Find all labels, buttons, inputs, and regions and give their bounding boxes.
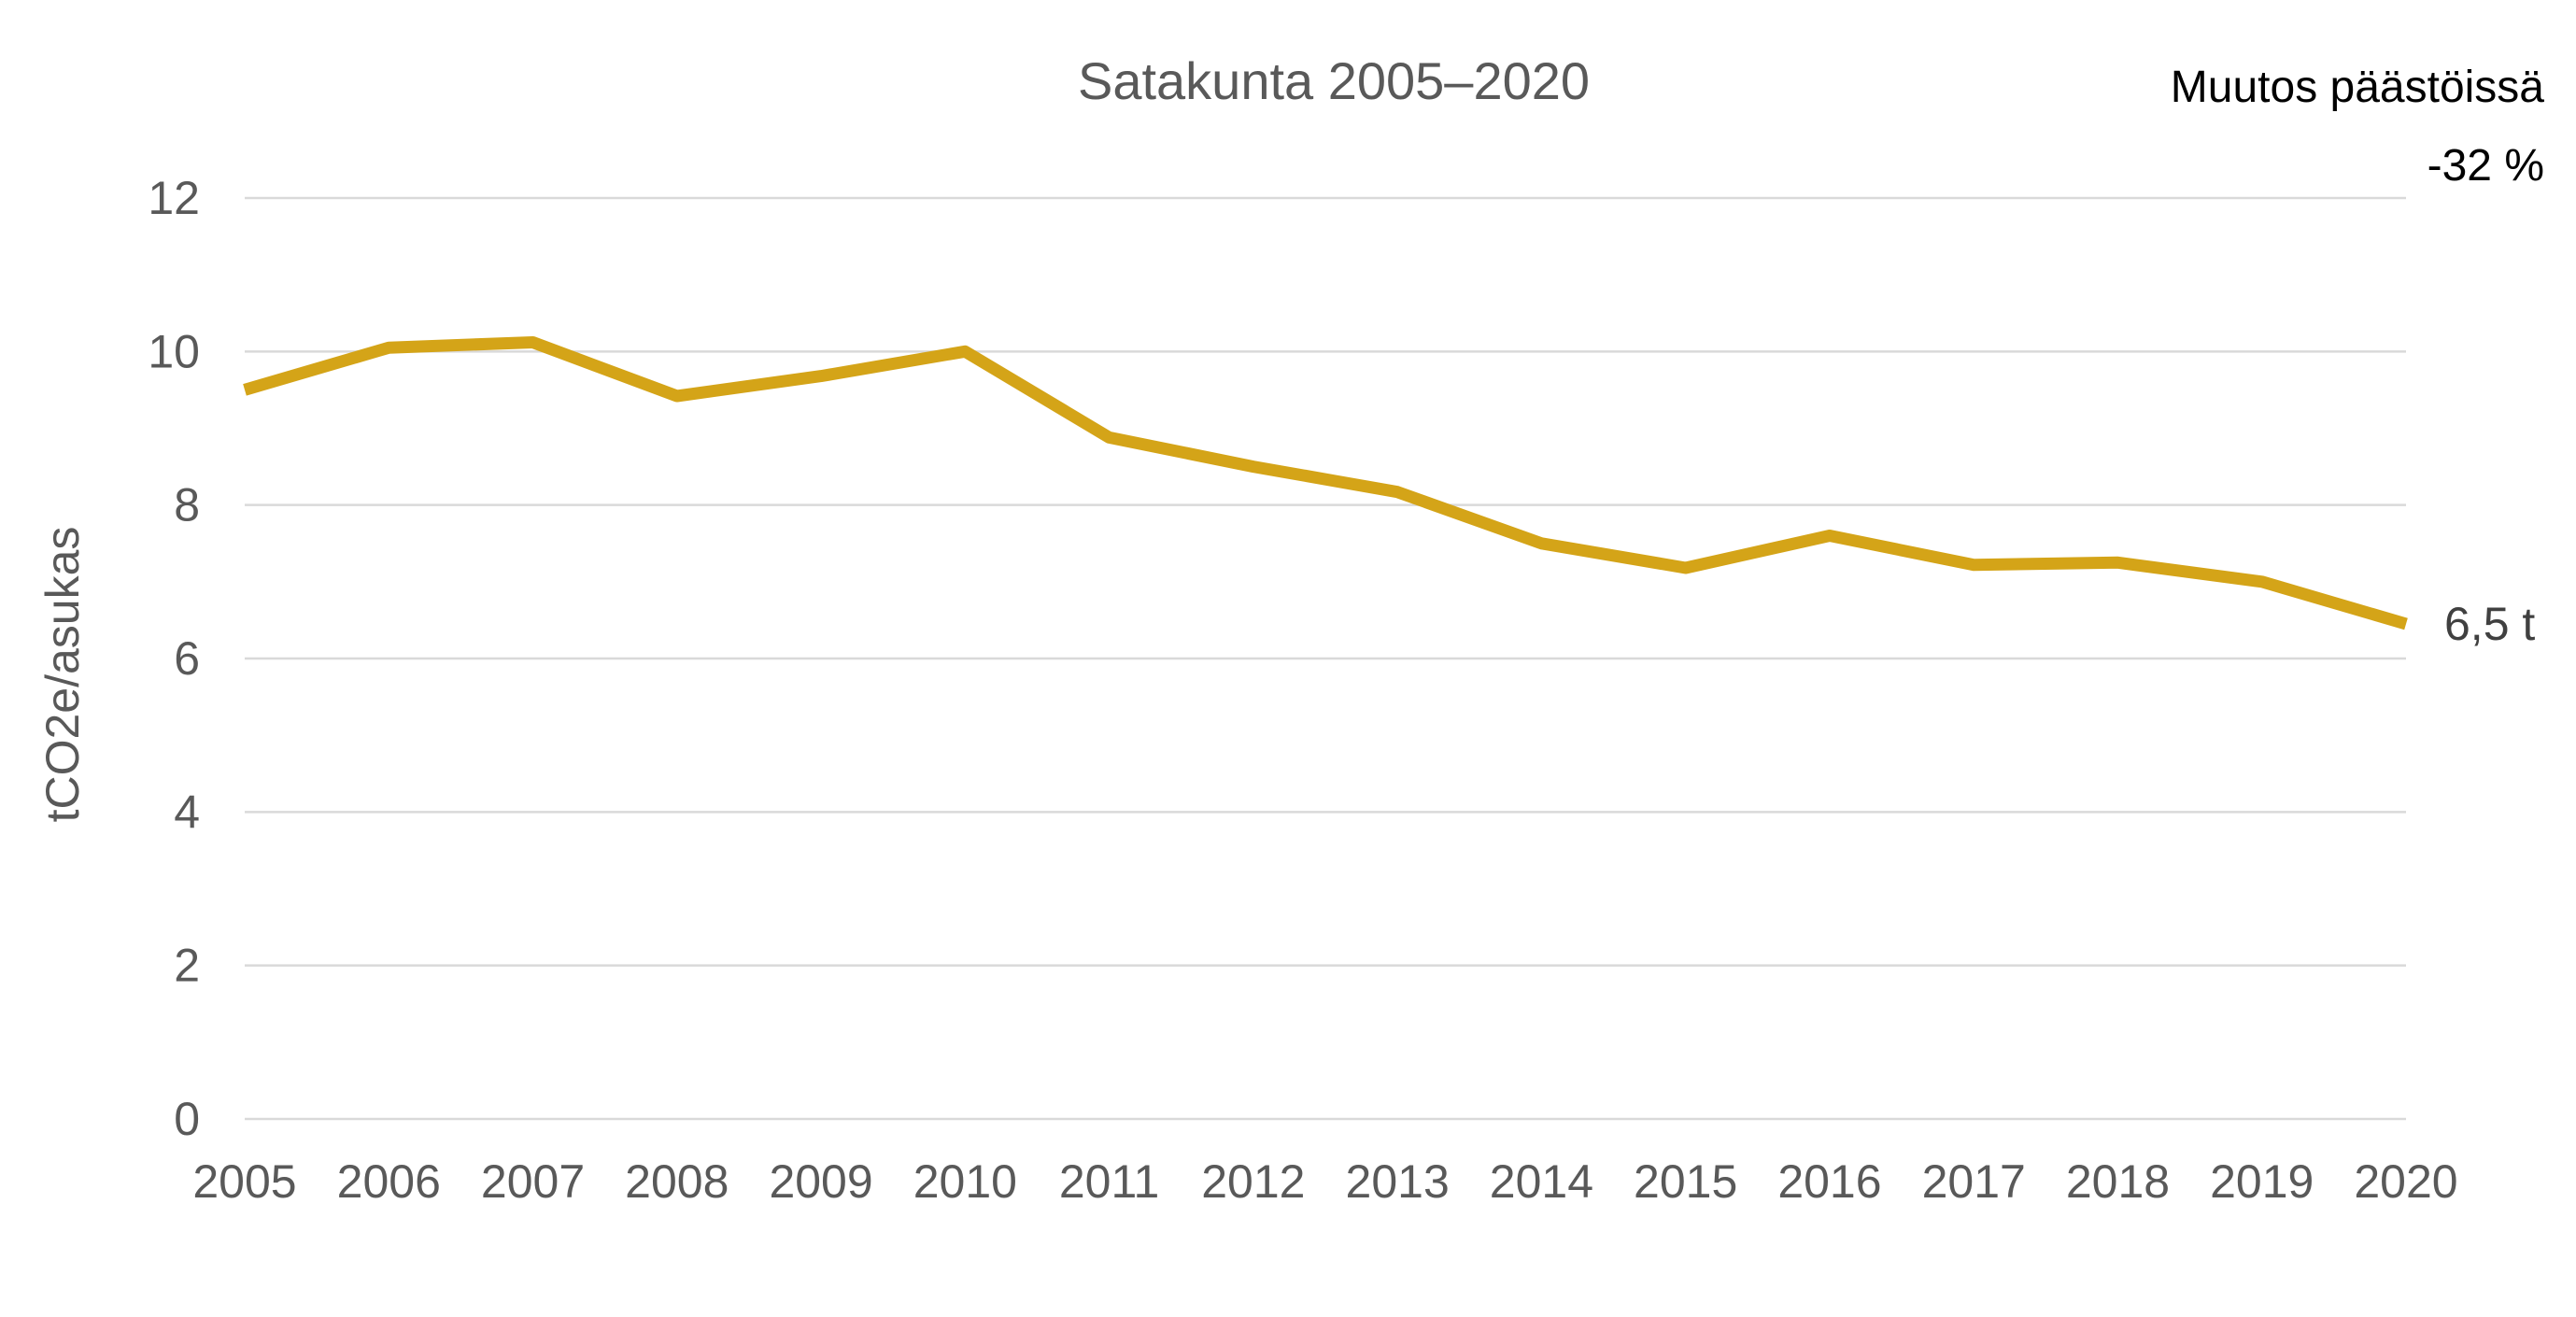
series-line <box>243 336 2408 630</box>
x-tick-label: 2017 <box>1922 1155 2026 1208</box>
y-tick-label: 0 <box>174 1093 200 1145</box>
x-tick-label: 2018 <box>2066 1155 2170 1208</box>
x-tick-label: 2014 <box>1490 1155 1593 1208</box>
y-tick-label: 10 <box>148 325 200 377</box>
x-tick-label: 2019 <box>2210 1155 2314 1208</box>
y-tick-label: 12 <box>148 172 200 224</box>
y-axis-ticks: 0 2 4 6 8 10 12 <box>148 172 200 1145</box>
y-tick-label: 8 <box>174 479 200 531</box>
x-tick-label: 2020 <box>2354 1155 2457 1208</box>
x-tick-label: 2005 <box>192 1155 296 1208</box>
chart-title: Satakunta 2005–2020 <box>1078 51 1590 110</box>
x-axis-ticks: 2005 2006 2007 2008 2009 2010 2011 2012 2013 2014… <box>192 1155 2457 1208</box>
y-tick-label: 6 <box>174 632 200 685</box>
y-tick-label: 2 <box>174 940 200 992</box>
x-tick-label: 2012 <box>1201 1155 1305 1208</box>
y-axis-title: tCO2e/asukas <box>36 527 89 823</box>
gridlines <box>245 196 2406 1121</box>
series-layer <box>243 336 2408 630</box>
change-value: -32 % <box>2427 141 2544 191</box>
x-tick-label: 2015 <box>1634 1155 1737 1208</box>
x-tick-label: 2016 <box>1777 1155 1881 1208</box>
x-tick-label: 2006 <box>337 1155 441 1208</box>
x-tick-label: 2009 <box>769 1155 872 1208</box>
change-label: Muutos päästöissä <box>2171 63 2545 112</box>
y-tick-label: 4 <box>174 786 200 838</box>
end-value-label: 6,5 t <box>2444 598 2535 650</box>
x-tick-label: 2008 <box>625 1155 729 1208</box>
x-tick-label: 2010 <box>913 1155 1017 1208</box>
x-tick-label: 2007 <box>481 1155 585 1208</box>
x-tick-label: 2013 <box>1346 1155 1450 1208</box>
x-tick-label: 2011 <box>1059 1155 1160 1208</box>
